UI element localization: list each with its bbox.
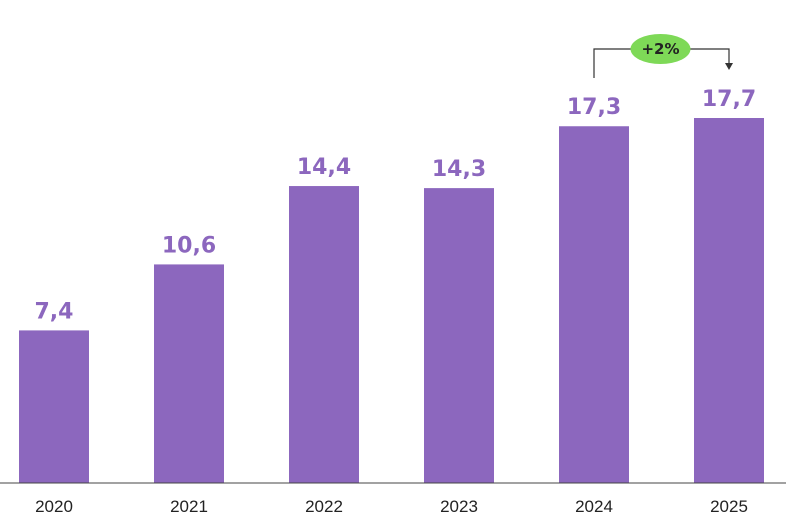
bar-2023 — [424, 188, 494, 484]
x-tick-label-2020: 2020 — [35, 497, 73, 516]
bar-2020 — [19, 330, 89, 483]
growth-badge-text: +2% — [641, 40, 679, 58]
x-tick-label-2023: 2023 — [440, 497, 478, 516]
value-label-2022: 14,4 — [297, 155, 351, 180]
x-tick-label-2021: 2021 — [170, 497, 208, 516]
bar-2021 — [154, 264, 224, 483]
x-tick-label-2024: 2024 — [575, 497, 613, 516]
growth-badge — [630, 34, 691, 64]
value-label-2023: 14,3 — [432, 157, 486, 182]
bar-2024 — [559, 126, 629, 483]
value-label-2025: 17,7 — [702, 87, 756, 112]
x-tick-label-2025: 2025 — [710, 497, 748, 516]
x-tick-label-2022: 2022 — [305, 497, 343, 516]
growth-annotation: +2% — [593, 34, 733, 78]
value-labels-group: 7,4 10,6 14,4 14,3 17,3 17,7 — [35, 87, 757, 324]
value-label-2020: 7,4 — [35, 299, 74, 324]
value-label-2024: 17,3 — [567, 95, 621, 120]
bar-2022 — [289, 186, 359, 483]
value-label-2021: 10,6 — [162, 233, 216, 258]
x-tick-labels-group: 2020 2021 2022 2023 2024 2025 — [35, 497, 748, 516]
annotation-arrowhead — [725, 63, 733, 70]
bar-2025 — [694, 118, 764, 483]
bars-group — [19, 118, 764, 484]
